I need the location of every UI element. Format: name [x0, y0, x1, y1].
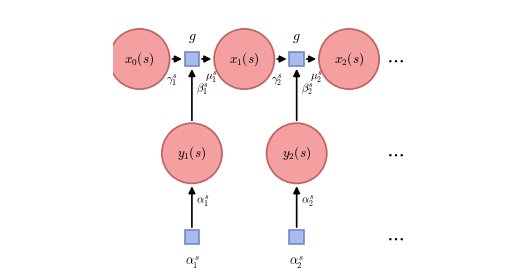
Text: $x_2(s)$: $x_2(s)$: [334, 50, 364, 68]
Text: $\cdots$: $\cdots$: [386, 50, 404, 68]
Circle shape: [162, 123, 222, 183]
Text: $\alpha_2^s$: $\alpha_2^s$: [301, 194, 314, 209]
Text: $\alpha_1^s$: $\alpha_1^s$: [196, 194, 209, 209]
Text: $\cdots$: $\cdots$: [386, 228, 404, 247]
Text: $y_1(s)$: $y_1(s)$: [177, 144, 206, 162]
Text: $\alpha_2^s$: $\alpha_2^s$: [289, 255, 304, 271]
Text: $\gamma_2^s$: $\gamma_2^s$: [271, 72, 282, 87]
Circle shape: [109, 29, 170, 89]
Text: $\alpha_1^s$: $\alpha_1^s$: [185, 255, 199, 271]
Text: $\beta_1^s$: $\beta_1^s$: [196, 82, 209, 97]
Text: $x_0(s)$: $x_0(s)$: [124, 50, 154, 68]
Text: $\beta_2^s$: $\beta_2^s$: [301, 82, 314, 97]
Text: $\mu_1^s$: $\mu_1^s$: [205, 70, 218, 85]
Circle shape: [214, 29, 275, 89]
Text: $y_2(s)$: $y_2(s)$: [282, 144, 311, 162]
Text: $\cdots$: $\cdots$: [386, 144, 404, 163]
Text: $g$: $g$: [188, 31, 196, 45]
Circle shape: [267, 123, 327, 183]
Circle shape: [319, 29, 379, 89]
FancyBboxPatch shape: [290, 52, 304, 66]
FancyBboxPatch shape: [185, 230, 199, 244]
FancyBboxPatch shape: [290, 230, 304, 244]
Text: $g$: $g$: [292, 31, 301, 45]
FancyBboxPatch shape: [185, 52, 199, 66]
Text: $\gamma_1^s$: $\gamma_1^s$: [166, 72, 178, 87]
Text: $\mu_2^s$: $\mu_2^s$: [310, 70, 323, 85]
Text: $x_1(s)$: $x_1(s)$: [229, 50, 259, 68]
